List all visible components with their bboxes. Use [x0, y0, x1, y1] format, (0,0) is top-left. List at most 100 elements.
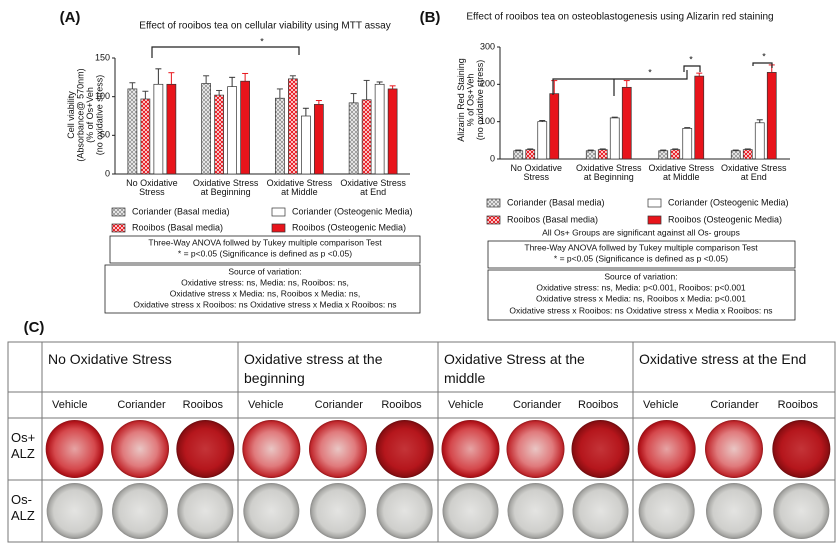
y-axis-label: Alizarin Red Staining% of Os+Veh(no oxid…: [456, 58, 485, 142]
well-image: [773, 483, 830, 539]
y-tick-label: 0: [105, 168, 110, 178]
bar: [301, 115, 311, 175]
table-column-header: Rooibos: [578, 399, 619, 411]
table-column-header: Coriander: [710, 399, 759, 411]
y-axis-label: Cell viability(Absorbance@ 570nm)(% of O…: [66, 68, 105, 161]
table-column-header: Coriander: [117, 399, 166, 411]
note-box: [487, 240, 796, 269]
bar: [670, 149, 681, 160]
legend-label: Coriander (Osteogenic Media): [292, 206, 413, 216]
chart-title: Effect of rooibos tea on osteoblastogene…: [466, 12, 773, 23]
bar: [227, 86, 237, 175]
legend-label: Coriander (Basal media): [507, 197, 605, 207]
annotation: *: [648, 67, 652, 77]
bar: [288, 78, 298, 175]
note: Oxidative stress x Rooibos: ns Oxidative…: [133, 299, 396, 309]
note: Source of variation:: [228, 266, 301, 276]
y-tick-label: 100: [95, 91, 110, 101]
legend-label: Rooibos (Osteogenic Media): [668, 214, 782, 224]
table-column-header: Vehicle: [248, 399, 283, 411]
bar: [348, 102, 359, 175]
well-image: [309, 420, 367, 478]
bar: [153, 83, 164, 175]
note: Oxidative stress: ns, Media: p<0.001, Ro…: [536, 282, 746, 292]
legend-label: Coriander (Basal media): [132, 206, 230, 216]
well-image: [112, 483, 168, 539]
well-image: [638, 483, 695, 539]
well-image: [705, 420, 763, 478]
legend-swatch: [271, 207, 286, 217]
bar: [525, 149, 536, 160]
annotation: *: [260, 36, 264, 46]
bar: [214, 94, 224, 175]
note: * = p<0.05 (Significance is defined as p…: [178, 248, 352, 258]
note: Three-Way ANOVA follwed by Tukey multipl…: [524, 242, 758, 252]
x-tick-label: Oxidative Stress at End: [340, 178, 406, 197]
well-image: [637, 420, 696, 478]
well-image: [177, 483, 234, 539]
bar: [549, 93, 560, 160]
legend-swatch: [647, 198, 662, 208]
bar: [682, 128, 693, 160]
table-group-header: Oxidative stress at the End: [639, 351, 806, 367]
bar: [387, 88, 398, 175]
panel-label: (A): [60, 9, 81, 26]
well-image: [45, 420, 104, 478]
table-group-header: No Oxidative Stress: [48, 351, 172, 367]
legend-swatch: [271, 223, 286, 233]
note: Oxidative stress x Rooibos: ns Oxidative…: [509, 305, 772, 315]
well-image: [310, 483, 366, 539]
bar: [597, 149, 608, 160]
legend-label: Rooibos (Basal media): [507, 214, 598, 224]
legend-swatch: [111, 207, 126, 217]
note: Oxidative stress x Media: ns, Rooibos x …: [170, 288, 360, 298]
note: Three-Way ANOVA follwed by Tukey multipl…: [148, 237, 382, 247]
bar: [361, 99, 372, 175]
note-box: [487, 269, 796, 321]
well-image: [772, 420, 831, 478]
y-tick-label: 100: [480, 116, 495, 126]
table-column-header: Rooibos: [381, 399, 422, 411]
bar: [275, 97, 285, 175]
y-tick-label: 150: [95, 52, 110, 62]
well-image: [706, 483, 762, 539]
annotation: *: [689, 54, 693, 64]
table-border: [7, 341, 836, 543]
bar: [513, 150, 524, 160]
x-tick-label: Oxidative Stress at Beginning: [193, 178, 259, 197]
bar: [314, 104, 324, 175]
panel-label: (B): [420, 9, 441, 26]
note: All Os+ Groups are significant against a…: [542, 227, 740, 237]
note: Oxidative stress: ns, Media: ns, Rooibos…: [181, 277, 349, 287]
table-row-label: Os+ ALZ: [11, 430, 35, 461]
table-column-header: Coriander: [315, 399, 364, 411]
table-column-header: Coriander: [513, 399, 562, 411]
table-column-header: Vehicle: [52, 399, 87, 411]
bar: [537, 121, 548, 160]
table-row-label: Os-ALZ: [11, 492, 35, 523]
bar: [166, 83, 177, 175]
significance-bracket: [552, 70, 688, 96]
significance-bracket: [752, 62, 773, 68]
bar: [621, 86, 632, 160]
legend-label: Coriander (Osteogenic Media): [668, 197, 789, 207]
bar: [754, 122, 765, 160]
legend-swatch: [486, 215, 501, 225]
well-image: [571, 420, 630, 478]
well-image: [375, 420, 434, 478]
significance-bracket: [683, 65, 701, 72]
x-tick-label: Oxidative Stress at Middle: [648, 163, 714, 182]
bar: [742, 149, 753, 160]
table-group-header: Oxidative Stress at the middle: [444, 351, 585, 386]
bar: [694, 75, 705, 160]
annotation: *: [762, 51, 766, 61]
bar: [140, 98, 151, 175]
well-image: [572, 483, 629, 539]
bar: [201, 83, 211, 175]
note-box: [104, 264, 421, 314]
legend-label: Rooibos (Basal media): [132, 222, 223, 232]
legend-swatch: [647, 215, 662, 225]
x-tick-label: Oxidative Stress at End: [721, 163, 787, 182]
bar: [730, 150, 741, 160]
